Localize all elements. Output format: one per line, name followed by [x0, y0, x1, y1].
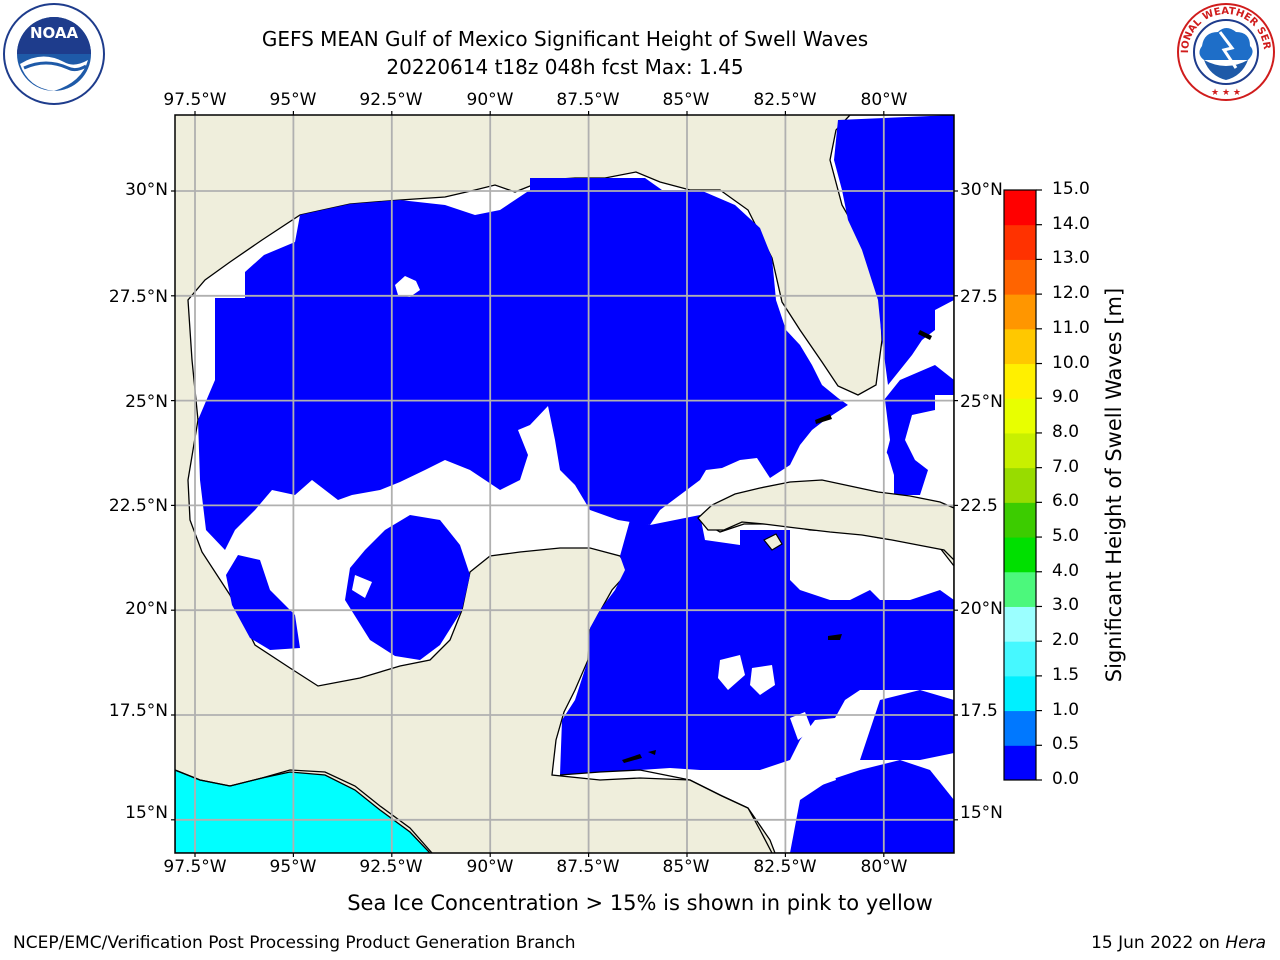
lat-label-left: 30°N	[125, 180, 168, 200]
colorbar-swatch	[1004, 710, 1036, 746]
colorbar-swatch	[1004, 537, 1036, 573]
lon-label-top: 82.5°W	[753, 90, 817, 110]
lat-label-left: 25°N	[125, 392, 168, 412]
colorbar-swatch	[1004, 259, 1036, 295]
colorbar-swatch	[1004, 432, 1036, 469]
lon-label-bottom: 87.5°W	[556, 857, 620, 877]
chart-title: GEFS MEAN Gulf of Mexico Significant Hei…	[261, 27, 869, 51]
colorbar	[1003, 189, 1042, 781]
lon-label-top: 92.5°W	[359, 90, 423, 110]
lat-label-right: 22.5	[960, 496, 998, 516]
lon-label-bottom: 95°W	[269, 857, 317, 877]
lat-label-right: 27.5	[960, 287, 998, 307]
lat-label-left: 27.5°N	[108, 287, 168, 307]
colorbar-tick-label: 7.0	[1052, 456, 1080, 477]
svg-text:★ ★ ★: ★ ★ ★	[1211, 88, 1241, 98]
swell-region-caribbean-east	[790, 760, 954, 853]
lon-label-top: 80°W	[860, 90, 908, 110]
noaa-logo: NOAA	[3, 3, 105, 105]
colorbar-tick-label: 0.0	[1052, 769, 1080, 789]
colorbar-swatch	[1004, 363, 1036, 399]
swell-region-atlantic	[834, 115, 954, 385]
lon-label-bottom: 90°W	[466, 857, 514, 877]
colorbar-swatch	[1004, 606, 1036, 642]
colorbar-swatch	[1004, 467, 1036, 503]
swell-region-south	[560, 515, 954, 775]
lon-label-top: 97.5°W	[163, 90, 227, 110]
noaa-logo-text: NOAA	[30, 24, 79, 42]
lon-label-bottom: 92.5°W	[359, 857, 423, 877]
colorbar-title: Significant Height of Swell Waves [m]	[1102, 287, 1126, 683]
lat-label-left: 22.5°N	[108, 496, 168, 516]
map-tick-marks	[171, 111, 958, 857]
lat-label-right: 25°N	[960, 392, 1003, 412]
small-islands	[622, 330, 932, 763]
swell-field	[198, 115, 954, 853]
colorbar-tick-label: 6.0	[1052, 491, 1080, 512]
pacific-coast	[175, 769, 433, 853]
colorbar-swatch	[1004, 502, 1036, 538]
lat-label-left: 15°N	[125, 803, 168, 823]
lon-label-bottom: 80°W	[860, 857, 908, 877]
colorbar-tick-label: 10.0	[1052, 352, 1090, 373]
colorbar-swatch	[1004, 190, 1036, 226]
lat-label-left: 17.5°N	[108, 701, 168, 721]
colorbar-swatch	[1004, 641, 1036, 677]
colorbar-swatch	[1004, 675, 1036, 712]
machine-name: Hera	[1225, 933, 1266, 953]
lat-label-right: 20°N	[960, 599, 1003, 619]
colorbar-tick-label: 3.0	[1052, 595, 1080, 616]
colorbar-tick-label: 9.0	[1052, 387, 1080, 408]
swell-region-north	[198, 178, 848, 550]
colorbar-swatch	[1004, 571, 1036, 607]
colorbar-tick-label: 2.0	[1052, 630, 1080, 651]
lat-label-right: 17.5	[960, 701, 998, 721]
honduras-coast	[559, 769, 773, 853]
map-gridlines	[175, 115, 954, 853]
date-text: 15 Jun 2022 on	[1091, 933, 1226, 953]
lat-label-right: 15°N	[960, 803, 1003, 823]
lon-label-top: 85°W	[662, 90, 710, 110]
lat-label-left: 20°N	[125, 599, 168, 619]
colorbar-tick-label: 8.0	[1052, 421, 1080, 442]
swell-region-florida-straits	[880, 365, 954, 495]
colorbar-tick-label: 4.0	[1052, 560, 1080, 581]
colorbar-tick-label: 11.0	[1052, 317, 1090, 338]
lon-label-bottom: 97.5°W	[163, 857, 227, 877]
lon-label-top: 87.5°W	[556, 90, 620, 110]
colorbar-swatch	[1004, 294, 1036, 330]
colorbar-tick-label: 14.0	[1052, 213, 1090, 234]
lon-label-bottom: 85°W	[662, 857, 710, 877]
colorbar-swatch	[1004, 745, 1036, 781]
colorbar-tick-label: 0.5	[1052, 734, 1080, 755]
lat-label-right: 30°N	[960, 180, 1003, 200]
isla-juventud	[763, 533, 783, 551]
colorbar-swatch	[1004, 328, 1036, 365]
chart-subtitle: 20220614 t18z 048h fcst Max: 1.45	[386, 55, 744, 79]
colorbar-tick-label: 1.5	[1052, 664, 1080, 685]
swell-region-bay-of-campeche	[345, 515, 470, 660]
credit-text: NCEP/EMC/Verification Post Processing Pr…	[13, 933, 576, 953]
swell-region-western-shelf	[226, 555, 300, 650]
date-stamp: 15 Jun 2022 on Hera	[1091, 933, 1266, 953]
colorbar-swatch	[1004, 398, 1036, 434]
colorbar-tick-label: 15.0	[1052, 179, 1090, 199]
lon-label-top: 90°W	[466, 90, 514, 110]
colorbar-swatch	[1004, 224, 1036, 260]
colorbar-tick-label: 1.0	[1052, 699, 1080, 720]
map-frame	[174, 114, 955, 854]
sea-ice-note: Sea Ice Concentration > 15% is shown in …	[347, 891, 933, 915]
lon-label-top: 95°W	[269, 90, 317, 110]
lon-label-bottom: 82.5°W	[753, 857, 817, 877]
nws-logo: NATIONAL WEATHER SERVICE ★ ★ ★	[1176, 2, 1275, 101]
no-data-patches	[290, 276, 890, 785]
colorbar-tick-label: 5.0	[1052, 526, 1080, 547]
cuba	[697, 479, 954, 561]
colorbar-tick-label: 13.0	[1052, 248, 1090, 269]
colorbar-tick-label: 12.0	[1052, 283, 1090, 304]
